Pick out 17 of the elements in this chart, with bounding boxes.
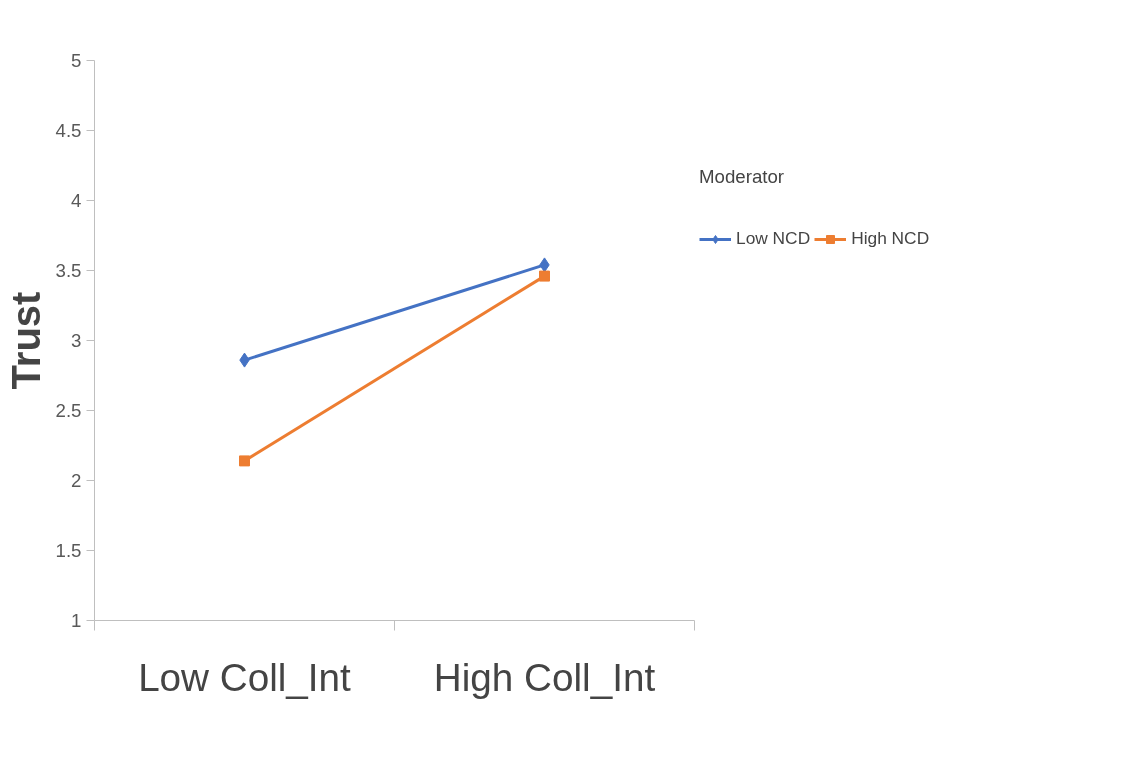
y-tick-label: 5 xyxy=(71,50,82,71)
point xyxy=(239,455,250,467)
y-tick-label: 3.5 xyxy=(55,260,82,281)
x-tick-label: Low Coll_Int xyxy=(138,655,352,699)
legend-label: Low NCD xyxy=(736,228,811,249)
y-tick-label: 4.5 xyxy=(55,120,82,141)
legend-label: High NCD xyxy=(851,228,930,249)
y-axis-title: Trust xyxy=(3,291,48,390)
legend-title: Moderator xyxy=(699,166,786,188)
y-tick-label: 1 xyxy=(71,610,82,631)
point xyxy=(539,270,550,282)
y-tick-label: 2.5 xyxy=(55,400,82,421)
y-tick-label: 2 xyxy=(71,470,82,491)
y-tick-label: 1.5 xyxy=(55,540,82,561)
x-tick-label: High Coll_Int xyxy=(433,655,656,699)
y-tick-label: 4 xyxy=(71,190,82,211)
y-tick-label: 3 xyxy=(71,330,82,351)
